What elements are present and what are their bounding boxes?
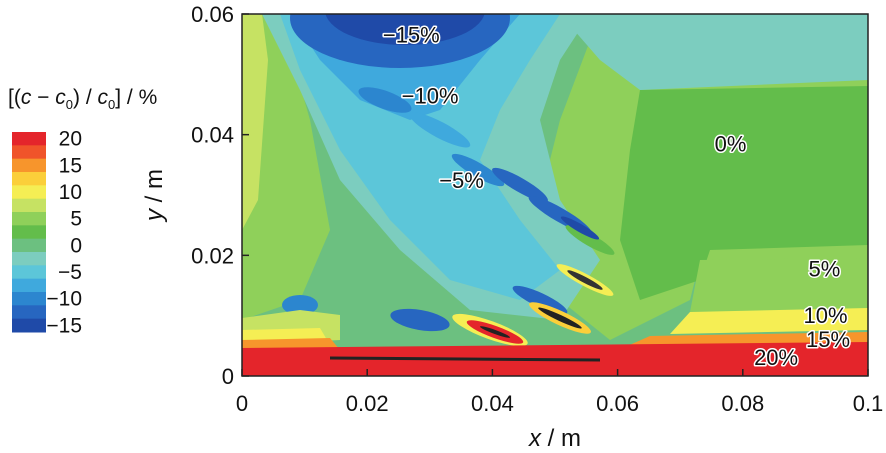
field-bottom-yellow-right [670, 308, 868, 334]
field-deepblue-core [325, 14, 485, 45]
contour-annotation: −5% [439, 168, 484, 193]
colorbar-labels: 20 15 10 5 0 −5 −10 −15 [46, 128, 82, 338]
contour-annotation: −15% [383, 22, 440, 47]
field-bottom-green-right [690, 258, 868, 312]
contour-annotation: 5% [809, 256, 841, 281]
colorbar: [(c − c0) / c0] / % 20 15 10 5 0 −5 −10 −15 [8, 86, 157, 337]
plot-area [241, 13, 869, 377]
y-tick-label: 0.06 [191, 2, 234, 27]
contour-annotation: 0% [715, 132, 747, 157]
colorbar-swatch [12, 145, 46, 160]
contour-annotations: −15% −10% −5% 0% 5% 10%15% 20% [381, 21, 851, 372]
colorbar-swatch [12, 252, 46, 266]
y-axis-label: y / m [141, 169, 168, 223]
field-left-yellowgreen [242, 14, 268, 230]
colorbar-title: [(c − c0) / c0] / % [8, 86, 157, 112]
colorbar-tick-label: 10 [59, 181, 82, 204]
colorbar-tick-label: −15 [46, 314, 82, 337]
colorbar-swatch [12, 265, 46, 280]
y-axis-ticks: 0 0.02 0.04 0.06 [191, 2, 249, 389]
x-tick-label: 0.08 [721, 391, 764, 416]
colorbar-swatch [12, 132, 46, 146]
colorbar-swatch [12, 318, 46, 333]
colorbar-tick-label: 20 [59, 128, 82, 151]
colorbar-tick-label: 0 [70, 234, 82, 257]
y-tick-label: 0 [222, 364, 234, 389]
contour-annotation: −10% [402, 83, 459, 108]
colorbar-swatch [12, 225, 46, 240]
x-tick-label: 0.02 [346, 391, 389, 416]
field-bottom-dark-line [329, 356, 601, 362]
x-tick-label: 0.1 [853, 391, 884, 416]
x-axis-ticks: 0 0.02 0.04 0.06 0.08 0.1 [236, 369, 883, 416]
colorbar-swatch [12, 238, 46, 253]
colorbar-swatch [12, 292, 46, 306]
colorbar-swatches [12, 132, 46, 333]
colorbar-swatch [12, 212, 46, 226]
colorbar-swatch [12, 305, 46, 320]
x-tick-label: 0.06 [596, 391, 639, 416]
colorbar-swatch [12, 172, 46, 186]
y-tick-label: 0.04 [191, 123, 234, 148]
x-tick-label: 0 [236, 391, 248, 416]
field-streaks [282, 87, 615, 347]
field-right-lightgreen [620, 86, 868, 300]
colorbar-swatch [12, 185, 46, 200]
colorbar-swatch [12, 278, 46, 293]
contour-annotation: 10% [804, 303, 848, 328]
y-tick-label: 0.02 [191, 243, 234, 268]
colorbar-tick-label: 15 [59, 154, 82, 177]
colorbar-tick-label: 5 [70, 208, 82, 231]
contour-annotation: 15% [806, 327, 850, 352]
x-tick-label: 0.04 [471, 391, 514, 416]
plot-frame [241, 13, 869, 377]
colorbar-swatch [12, 158, 46, 173]
colorbar-tick-label: −5 [58, 261, 82, 284]
colorbar-tick-label: −10 [46, 288, 82, 311]
x-axis-label: x / m [528, 425, 581, 452]
colorbar-swatch [12, 198, 46, 213]
field-upper-right-teal [560, 14, 868, 90]
contour-annotation: 20% [754, 345, 798, 370]
